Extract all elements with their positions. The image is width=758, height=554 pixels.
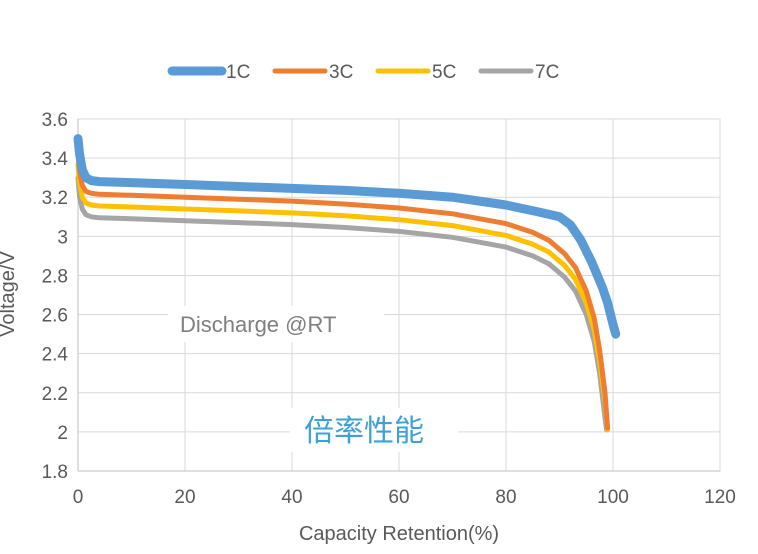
legend: 1C 3C 5C 7C: [167, 62, 559, 83]
legend-label-5c: 5C: [432, 62, 456, 83]
y-axis-title: Voltage/V: [0, 251, 19, 337]
x-tick-label: 120: [704, 487, 736, 508]
y-tick-label: 3.6: [42, 110, 68, 131]
annotations: Discharge @RT 倍率性能: [168, 306, 458, 452]
x-tick-label: 100: [597, 487, 629, 508]
series-line-5c: [75, 161, 611, 433]
x-tick-label: 60: [388, 487, 409, 508]
legend-label-3c: 3C: [329, 62, 353, 83]
annotation-rate-performance: 倍率性能: [304, 414, 424, 449]
series-line-1c: [73, 134, 621, 339]
x-axis-title: Capacity Retention(%): [299, 523, 499, 545]
plot-area: [77, 118, 721, 472]
y-tick-label: 2.8: [42, 266, 68, 287]
y-tick-label: 2.6: [42, 306, 68, 327]
y-tick-label: 1.8: [42, 462, 68, 483]
legend-label-1c: 1C: [226, 62, 250, 83]
annotation-en-background: [168, 306, 384, 342]
y-tick-label: 2: [57, 423, 68, 444]
y-tick-label: 2.2: [42, 384, 68, 405]
y-tick-label: 2.4: [42, 345, 69, 366]
y-tick-labels: 1.8 2 2.2 2.4 2.6 2.8 3 3.2 3.4 3.6: [42, 110, 69, 483]
y-tick-label: 3.4: [42, 149, 69, 170]
x-tick-labels: 0 20 40 60 80 100 120: [73, 487, 736, 508]
annotation-cn-background: [290, 408, 458, 452]
annotation-discharge-rt: Discharge @RT: [180, 312, 336, 337]
y-tick-label: 3: [57, 227, 68, 248]
x-tick-label: 40: [281, 487, 302, 508]
series-lines: [73, 134, 621, 433]
x-tick-label: 80: [495, 487, 516, 508]
series-line-7c: [75, 175, 610, 433]
x-tick-label: 0: [73, 487, 84, 508]
series-line-3c: [75, 149, 611, 431]
x-tick-label: 20: [174, 487, 195, 508]
legend-label-7c: 7C: [535, 62, 559, 83]
y-tick-label: 3.2: [42, 188, 68, 209]
